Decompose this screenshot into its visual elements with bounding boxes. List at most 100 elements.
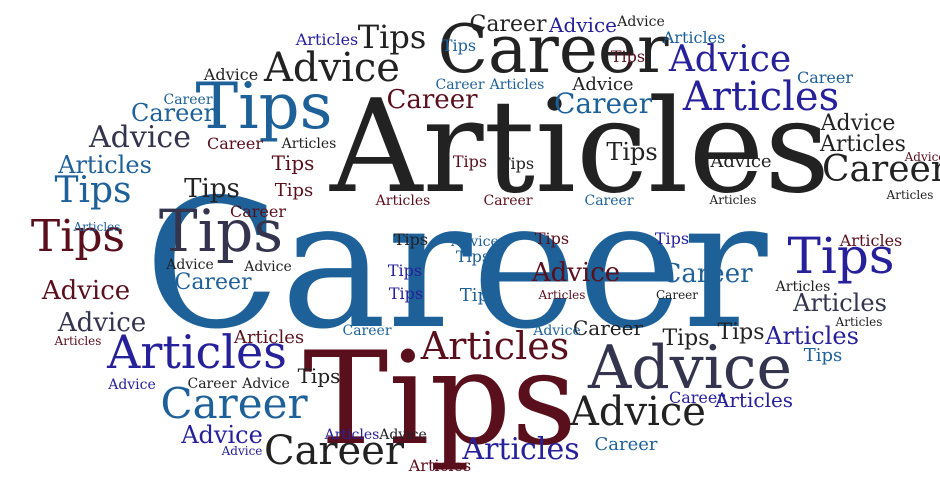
word-articles-right-low-tiny-b: Articles — [835, 315, 883, 329]
word-articles-right-low-tiny-a: Articles — [775, 279, 831, 295]
word-articles-bottom-right: Articles — [714, 388, 794, 412]
word-tips-center-tiny-b: Tips — [455, 247, 491, 266]
word-articles-bottom-center-tiny: Articles — [408, 456, 472, 475]
word-career-center-right-tiny: Career — [584, 193, 634, 209]
word-career-center-tiny: Career — [483, 193, 533, 209]
word-career-upper-right: Career — [553, 87, 653, 120]
word-tips-mid-left: Tips — [158, 197, 284, 265]
word-advice-far-left: Advice — [89, 120, 191, 155]
word-tips-right-lower-tiny: Tips — [803, 345, 843, 366]
word-articles-center-right-tiny: Articles — [709, 193, 757, 207]
word-advice-bottom-right: Advice — [570, 389, 706, 435]
word-advice-top-right: Advice — [668, 39, 792, 80]
word-career-top-small: Career — [469, 12, 547, 37]
word-tips-lower-mid: Tips — [297, 364, 341, 388]
word-advice-bottom-left-tiny-c: Advice — [221, 444, 263, 458]
word-tips-center-tiny-f: Tips — [388, 284, 424, 303]
word-articles-upper-tiny: Articles — [489, 77, 545, 93]
word-career-top: Career — [437, 11, 669, 88]
word-advice-bottom-left-tiny-b: Advice — [242, 376, 290, 392]
word-tips-center-tiny-d: Tips — [654, 229, 690, 248]
word-articles-center-tiny: Articles — [375, 193, 431, 209]
word-career-lower-left: Career — [160, 379, 308, 428]
word-advice-bottom-tiny: Advice — [379, 427, 427, 443]
word-articles-right: Articles — [682, 74, 840, 120]
word-career-left-low-tiny: Career — [229, 202, 287, 221]
word-career-center-low-tiny: Career — [655, 288, 699, 302]
word-tips-center-tiny-g: Tips — [459, 285, 499, 306]
word-career-center-right: Career — [661, 259, 753, 289]
word-career-main: Career — [144, 161, 768, 368]
word-tips-center-tiny-a: Tips — [499, 154, 535, 173]
word-tips-center-left-tiny: Tips — [393, 230, 429, 249]
word-advice-upper-tiny: Advice — [572, 74, 634, 95]
word-tips-lower-right-b: Tips — [717, 320, 765, 345]
word-tips-center-top-tiny: Tips — [452, 152, 488, 171]
word-advice-top-small: Advice — [549, 13, 617, 37]
word-advice-center: Advice — [531, 258, 621, 288]
word-advice-left-lower: Advice — [57, 308, 147, 338]
word-tips-right: Tips — [787, 227, 895, 285]
word-articles-right-mid: Articles — [820, 132, 906, 157]
word-tips-left-mid-a: Tips — [271, 151, 315, 175]
word-articles-center: Articles — [420, 324, 570, 368]
word-tips-upper-left: Tips — [195, 70, 333, 144]
word-tips-center-right: Tips — [606, 138, 658, 166]
word-articles-top-right-tiny: Articles — [662, 28, 726, 47]
word-articles-lower-left-small: Articles — [233, 327, 305, 348]
word-career-center-low: Career — [572, 316, 644, 340]
word-articles-left-low-tiny: Articles — [54, 334, 102, 348]
word-tips-center-tiny-e: Tips — [387, 261, 423, 280]
word-articles-main: Articles — [329, 73, 831, 222]
word-career-mid-center: Career — [174, 270, 252, 295]
word-advice-center-right: Advice — [710, 151, 772, 172]
word-tips-left: Tips — [54, 170, 132, 211]
word-advice-bottom-left-tiny-a: Advice — [108, 377, 156, 393]
word-tips-top-tiny: Tips — [441, 36, 477, 55]
word-advice-mid-left-tiny-b: Advice — [244, 259, 292, 275]
word-advice-left-top-tiny: Advice — [203, 65, 259, 84]
word-career-bottom-left-tiny: Career — [187, 376, 237, 392]
word-articles-bottom: Articles — [462, 432, 580, 467]
word-advice-bottom-left: Advice — [181, 421, 263, 449]
word-tips-center-tiny-c: Tips — [534, 229, 570, 248]
word-career-bottom-right-tiny: Career — [668, 388, 726, 407]
word-advice-top-left: Advice — [264, 45, 400, 91]
word-articles-mid-right: Articles — [765, 322, 859, 350]
word-advice-left: Advice — [41, 276, 131, 306]
word-advice-right-upper: Advice — [820, 111, 896, 136]
word-career-left-small: Career — [130, 99, 216, 127]
word-career-right-tiny: Career — [796, 68, 854, 87]
word-advice-lower: Advice — [588, 333, 792, 403]
word-advice-mid-left-tiny-a: Advice — [166, 257, 214, 273]
word-articles-bottom-tiny: Articles — [324, 427, 380, 443]
word-articles-left: Articles — [58, 151, 152, 179]
word-career-bottom-right: Career — [594, 434, 658, 455]
word-career-center-lower-tiny: Career — [342, 323, 392, 339]
word-tips-left-mid-b: Tips — [274, 180, 314, 201]
word-advice-center-tiny: Advice — [451, 234, 499, 250]
word-advice-center-lower-tiny: Advice — [533, 323, 581, 339]
word-articles-lower-left: Articles — [107, 325, 287, 379]
word-articles-far-left-tiny: Articles — [73, 220, 121, 234]
word-tips-top: Tips — [357, 18, 427, 56]
word-career-bottom: Career — [263, 428, 405, 474]
word-career-left-tiny: Career — [163, 92, 213, 108]
word-career-mid-top: Career — [386, 85, 478, 115]
word-advice-top-tiny: Advice — [617, 14, 665, 30]
word-career-upper-tiny: Career — [435, 77, 485, 93]
word-tips-small-left: Tips — [184, 174, 240, 204]
word-tips-top-right-tiny: Tips — [610, 47, 646, 66]
word-career-left-mid-tiny: Career — [206, 134, 264, 153]
word-articles-right-tiny: Articles — [839, 231, 903, 250]
word-tips-far-left: Tips — [30, 211, 126, 262]
word-career-far-right: Career — [821, 149, 940, 190]
word-articles-left-mid-tiny: Articles — [281, 136, 337, 152]
word-articles-center-low-tiny: Articles — [538, 288, 586, 302]
word-articles-far-right-tiny: Articles — [886, 188, 934, 202]
word-articles-right-lower: Articles — [793, 289, 887, 317]
word-articles-top-tiny: Articles — [295, 30, 359, 49]
word-tips-main: Tips — [303, 325, 577, 474]
word-advice-far-right-tiny: Advice — [904, 150, 940, 164]
